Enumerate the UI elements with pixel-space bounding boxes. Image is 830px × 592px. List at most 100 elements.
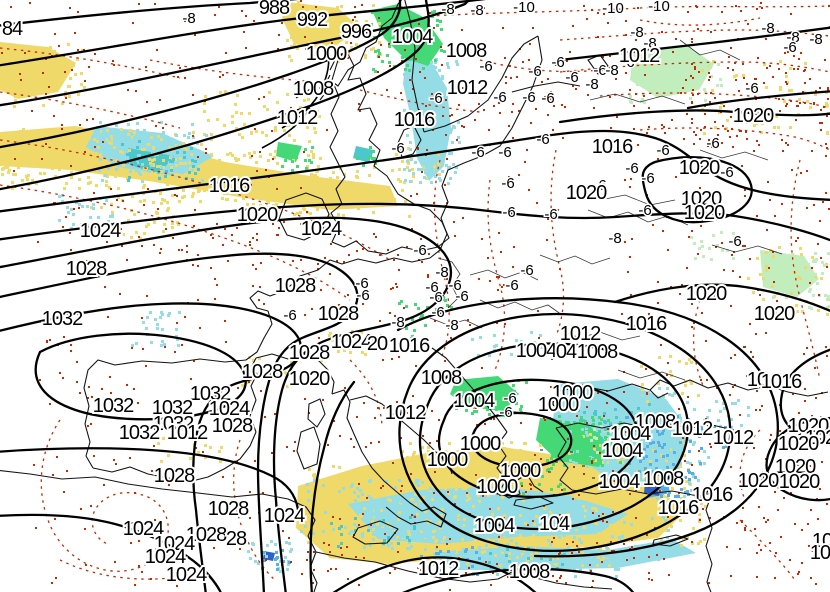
temperature-label: -6 — [498, 144, 511, 161]
temperature-label: -8 — [445, 317, 458, 334]
pressure-label: 1024 — [80, 220, 121, 242]
pressure-label: 1000 — [500, 460, 541, 482]
temperature-label: -8 — [605, 62, 618, 79]
temperature-label: -6 — [641, 170, 654, 187]
pressure-label: 1004 — [602, 440, 643, 462]
pressure-label: 1000 — [306, 43, 347, 65]
pressure-label: 1032 — [93, 395, 134, 417]
pressure-label: 1024 — [209, 398, 250, 420]
pressure-label: 1008 — [643, 468, 684, 490]
pressure-label: 1008 — [635, 411, 676, 433]
pressure-label: 1016 — [394, 109, 435, 131]
pressure-label: 1024 — [145, 546, 186, 568]
pressure-label: 20 — [367, 333, 388, 355]
temperature-label: -6 — [479, 58, 492, 75]
pressure-label: 988 — [259, 0, 290, 19]
pressure-label: 1004 — [599, 471, 640, 493]
pressure-label: 10 — [812, 530, 830, 552]
pressure-label: 1020 — [733, 105, 774, 127]
pressure-label: 1016 — [761, 371, 802, 393]
temperature-label: -6 — [720, 164, 733, 181]
pressure-label: 1020 — [679, 157, 720, 179]
pressure-label: 1028 — [212, 415, 253, 437]
temperature-label: -8 — [470, 2, 483, 19]
pressure-label: 102 — [805, 427, 830, 449]
temperature-label: -6 — [544, 206, 557, 223]
temperature-label: -6 — [522, 89, 535, 106]
pressure-label: 1000 — [538, 394, 579, 416]
temperature-label: -6 — [455, 288, 468, 305]
pressure-label: 1012 — [418, 558, 459, 580]
pressure-label: 1020 — [775, 456, 816, 478]
pressure-label: 1028 — [242, 361, 283, 383]
pressure-label: 1008 — [293, 78, 334, 100]
pressure-label: 1032 — [153, 413, 194, 435]
pressure-label: 1012 — [713, 427, 754, 449]
pressure-label: 1000 — [552, 382, 593, 404]
pressure-label: 992 — [297, 9, 328, 31]
pressure-label: 1028 — [66, 258, 107, 280]
pressure-label: 996 — [341, 21, 372, 43]
pressure-label: 1020 — [778, 433, 819, 455]
temperature-label: -6 — [501, 175, 514, 192]
pressure-label: 1008 — [446, 40, 487, 62]
pressure-label: 1020 — [237, 204, 278, 226]
temperature-label: -6 — [528, 63, 541, 80]
temperature-label: -6 — [471, 144, 484, 161]
temperature-label: -6 — [493, 89, 506, 106]
pressure-label: 4 — [559, 513, 570, 535]
temperature-label: -6 — [391, 140, 404, 157]
pressure-label: 10 — [810, 542, 830, 564]
temperature-label: -6 — [593, 177, 606, 194]
pressure-label: 1008 — [421, 367, 462, 389]
precipitation-speck-layer — [0, 1, 830, 578]
pressure-label: 1000 — [460, 433, 501, 455]
pressure-label: 1028 — [289, 342, 330, 364]
temperature-label: -6 — [431, 304, 444, 321]
pressure-label: 1004 — [610, 423, 651, 445]
pressure-label: 1016 — [658, 497, 699, 519]
temperature-label: -8 — [786, 29, 799, 46]
temperature-label: -6 — [448, 277, 461, 294]
pressure-label: 1000 — [477, 476, 518, 498]
temperature-label: -8 — [809, 31, 822, 48]
temperature-label: -10 — [602, 0, 624, 17]
temperature-label: -6 — [541, 90, 554, 107]
pressure-label: 28 — [226, 528, 247, 550]
temperature-label: -8 — [643, 35, 656, 52]
temperature-label: -6 — [625, 160, 638, 177]
temperature-label: -6 — [425, 279, 438, 296]
pressure-label: 1012 — [447, 77, 488, 99]
temperature-label: -6 — [546, 394, 559, 411]
temperature-label: -6 — [499, 404, 512, 421]
temperature-label: -6 — [283, 307, 296, 324]
pressure-label: 1028 — [318, 303, 359, 325]
pressure-label: 1000 — [427, 449, 468, 471]
pressure-label: 1008 — [509, 561, 550, 583]
temperature-label: -6 — [520, 262, 533, 279]
temperature-label: -8 — [441, 1, 454, 18]
temperature-label: -6 — [728, 233, 741, 250]
temperature-label: -6 — [413, 242, 426, 259]
temperature-label: -6 — [621, 54, 634, 71]
pressure-label: 1024 — [264, 505, 305, 527]
temperature-label: -6 — [656, 142, 669, 159]
pressure-label: 1024 — [301, 218, 342, 240]
pressure-label: 1012 — [672, 418, 713, 440]
pressure-label: 1032 — [119, 422, 160, 444]
pressure-label: 84 — [2, 18, 23, 40]
pressure-label: 1020 — [738, 470, 779, 492]
pressure-label: 1032 — [190, 383, 231, 405]
temperature-label: -8 — [761, 20, 774, 37]
pressure-label: 100 — [539, 513, 570, 535]
temperature-label: -6 — [745, 80, 758, 97]
pressure-label: 1012 — [167, 422, 208, 444]
temperature-label: -6 — [551, 54, 564, 71]
pressure-label: 1020 — [754, 303, 795, 325]
pressure-label: 1004 — [516, 340, 557, 362]
temperature-label: -10 — [513, 0, 535, 16]
pressure-label: 1016 — [389, 335, 430, 357]
